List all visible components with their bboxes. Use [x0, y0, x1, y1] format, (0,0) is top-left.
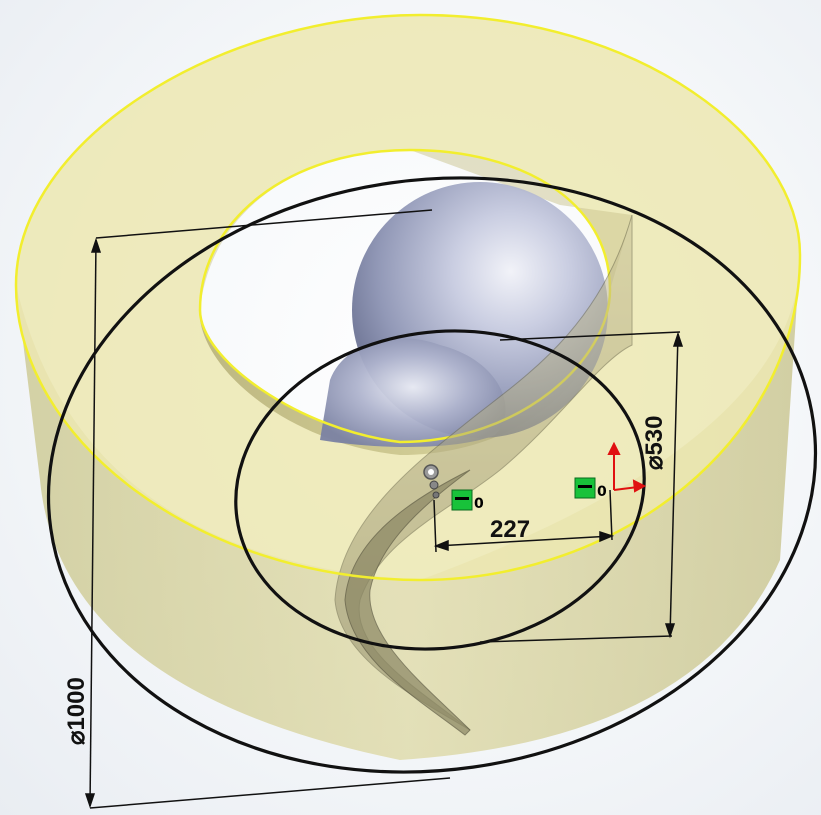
outer-cylinder-wall[interactable] [16, 255, 800, 760]
sphere-lower[interactable] [320, 338, 506, 447]
sketch-point-icon[interactable] [423, 464, 440, 499]
dimension-offset-227[interactable] [433, 489, 615, 553]
dimension-label-227[interactable]: 227 [490, 516, 530, 543]
top-annular-face[interactable] [16, 15, 800, 580]
dimension-label-1000[interactable]: ⌀1000 [63, 677, 90, 745]
sketch-circle-large[interactable] [10, 129, 821, 815]
origin-triad-icon[interactable] [607, 441, 647, 493]
coincident-relation-icon[interactable] [451, 489, 473, 511]
sketch-circle-small[interactable] [215, 305, 665, 675]
dimension-label-530[interactable]: ⌀530 [641, 416, 668, 471]
relation-count-left: 0 [474, 496, 484, 512]
spiral-blade-front[interactable] [344, 469, 471, 736]
dimension-diameter-1000[interactable] [84, 209, 451, 809]
outer-top-edge[interactable] [14, 13, 802, 582]
dimension-diameter-530[interactable] [479, 331, 684, 643]
coincident-relation-icon[interactable] [574, 477, 596, 499]
relation-count-right: 0 [597, 484, 607, 500]
